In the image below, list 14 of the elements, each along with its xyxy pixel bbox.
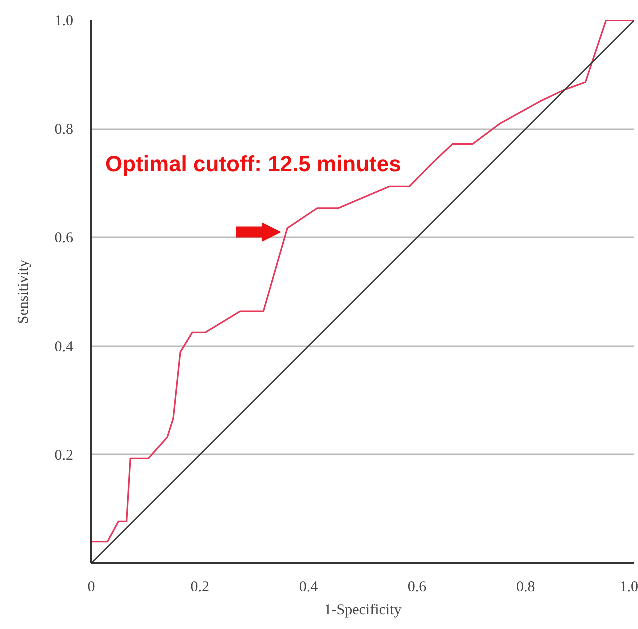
y-tick-label: 0.6 bbox=[54, 230, 74, 247]
y-tick-label: 0.4 bbox=[54, 339, 74, 356]
y-tick-label: 0.2 bbox=[54, 448, 74, 464]
x-tick-label: 0 bbox=[88, 580, 96, 596]
x-tick-label: 0.2 bbox=[190, 580, 210, 596]
x-axis-title: 1-Specificity bbox=[324, 602, 402, 618]
x-tick-label: 0.6 bbox=[408, 580, 428, 596]
annotation: Optimal cutoff: 12.5 minutes bbox=[106, 151, 402, 176]
x-tick-label: 1.0 bbox=[620, 580, 638, 596]
y-axis-title: Sensitivity bbox=[16, 259, 32, 324]
x-tick-label: 0.4 bbox=[299, 580, 319, 596]
y-tick-label: 0.8 bbox=[54, 122, 74, 138]
y-tick-label: 1.0 bbox=[54, 14, 74, 30]
x-tick-label: 0.8 bbox=[516, 580, 536, 596]
